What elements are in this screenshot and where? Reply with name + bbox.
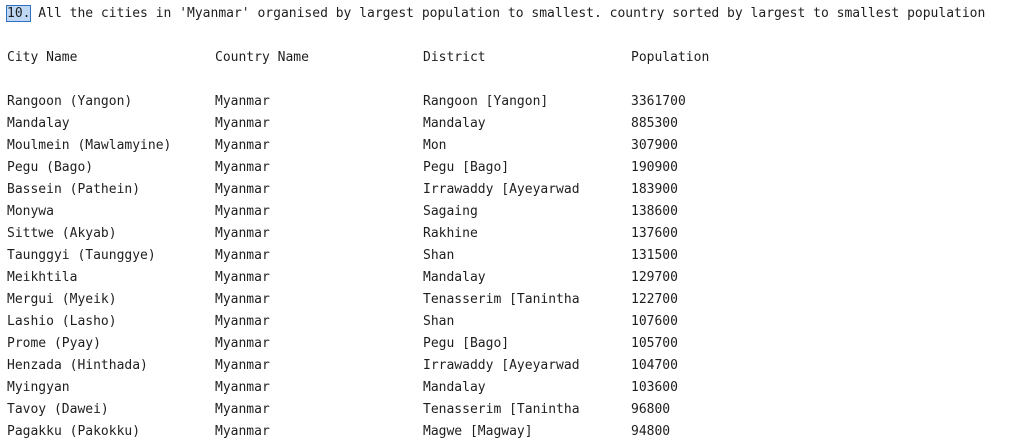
country-name-cell: Myanmar bbox=[215, 160, 270, 175]
district-cell: Shan bbox=[423, 248, 455, 263]
table-row: Pagakku (Pakokku) Myanmar Magwe [Magway] 94… bbox=[7, 421, 1012, 443]
population-cell: 104700 bbox=[631, 358, 678, 373]
population-cell: 307900 bbox=[631, 138, 678, 153]
country-name-cell: Myanmar bbox=[215, 182, 270, 197]
country-name-cell: Myanmar bbox=[215, 380, 270, 395]
city-name-cell: Pagakku (Pakokku) bbox=[7, 424, 141, 439]
city-name-cell: Henzada (Hinthada) bbox=[7, 358, 148, 373]
district-cell: Tenasserim [Tanintha bbox=[423, 292, 580, 307]
district-cell: Irrawaddy [Ayeyarwad bbox=[423, 358, 580, 373]
query-description: All the cities in 'Myanmar' organised by… bbox=[30, 6, 986, 21]
country-name-cell: Myanmar bbox=[215, 292, 270, 307]
country-name-cell: Myanmar bbox=[215, 226, 270, 241]
city-name-cell: Monywa bbox=[7, 204, 54, 219]
city-name-cell: Lashio (Lasho) bbox=[7, 314, 117, 329]
country-name-cell: Myanmar bbox=[215, 402, 270, 417]
table-row: Monywa Myanmar Sagaing 138600 bbox=[7, 201, 1012, 223]
district-cell: Rakhine bbox=[423, 226, 478, 241]
table-row: Pegu (Bago) Myanmar Pegu [Bago] 190900 bbox=[7, 157, 1012, 179]
population-cell: 103600 bbox=[631, 380, 678, 395]
table-row: Bassein (Pathein) Myanmar Irrawaddy [Ayeya… bbox=[7, 179, 1012, 201]
population-cell: 137600 bbox=[631, 226, 678, 241]
population-cell: 94800 bbox=[631, 424, 671, 439]
district-cell: Pegu [Bago] bbox=[423, 160, 510, 175]
country-name-cell: Myanmar bbox=[215, 204, 270, 219]
table-row: Mandalay Myanmar Mandalay 885300 bbox=[7, 113, 1012, 135]
column-header-district: District bbox=[423, 50, 486, 65]
query-number-selection[interactable]: 10. bbox=[5, 5, 32, 22]
city-name-cell: Rangoon (Yangon) bbox=[7, 94, 133, 109]
population-cell: 885300 bbox=[631, 116, 678, 131]
blank-line bbox=[7, 25, 1012, 47]
population-cell: 129700 bbox=[631, 270, 678, 285]
table-row: Prome (Pyay) Myanmar Pegu [Bago] 105700 bbox=[7, 333, 1012, 355]
population-cell: 183900 bbox=[631, 182, 678, 197]
city-name-cell: Pegu (Bago) bbox=[7, 160, 94, 175]
country-name-cell: Myanmar bbox=[215, 314, 270, 329]
district-cell: Mandalay bbox=[423, 380, 486, 395]
city-name-cell: Mergui (Myeik) bbox=[7, 292, 117, 307]
country-name-cell: Myanmar bbox=[215, 248, 270, 263]
city-name-cell: Meikhtila bbox=[7, 270, 78, 285]
city-name-cell: Prome (Pyay) bbox=[7, 336, 101, 351]
population-cell: 138600 bbox=[631, 204, 678, 219]
console-output: 10. All the cities in 'Myanmar' organise… bbox=[5, 3, 1012, 443]
table-row: Meikhtila Myanmar Mandalay 129700 bbox=[7, 267, 1012, 289]
table-row: Mergui (Myeik) Myanmar Tenasserim [Taninth… bbox=[7, 289, 1012, 311]
country-name-cell: Myanmar bbox=[215, 358, 270, 373]
country-name-cell: Myanmar bbox=[215, 424, 270, 439]
city-name-cell: Tavoy (Dawei) bbox=[7, 402, 109, 417]
city-name-cell: Taunggyi (Taunggye) bbox=[7, 248, 156, 263]
table-row: Rangoon (Yangon) Myanmar Rangoon [Yangon] 3… bbox=[7, 91, 1012, 113]
column-header-population: Population bbox=[631, 50, 710, 65]
city-name-cell: Mandalay bbox=[7, 116, 70, 131]
table-body: Rangoon (Yangon) Myanmar Rangoon [Yangon] 3… bbox=[7, 91, 1012, 443]
table-row: Tavoy (Dawei) Myanmar Tenasserim [Tanintha… bbox=[7, 399, 1012, 421]
district-cell: Pegu [Bago] bbox=[423, 336, 510, 351]
country-name-cell: Myanmar bbox=[215, 270, 270, 285]
district-cell: Mandalay bbox=[423, 116, 486, 131]
column-header-city-name: City Name bbox=[7, 50, 78, 65]
population-cell: 190900 bbox=[631, 160, 678, 175]
table-header: City Name Country Name District Populati… bbox=[7, 47, 1012, 69]
city-name-cell: Myingyan bbox=[7, 380, 70, 395]
district-cell: Irrawaddy [Ayeyarwad bbox=[423, 182, 580, 197]
table-row: Taunggyi (Taunggye) Myanmar Shan 131500 bbox=[7, 245, 1012, 267]
query-heading: 10. All the cities in 'Myanmar' organise… bbox=[5, 3, 1012, 25]
table-row: Moulmein (Mawlamyine) Myanmar Mon 307900 bbox=[7, 135, 1012, 157]
country-name-cell: Myanmar bbox=[215, 138, 270, 153]
blank-line bbox=[7, 69, 1012, 91]
population-cell: 122700 bbox=[631, 292, 678, 307]
table-row: Henzada (Hinthada) Myanmar Irrawaddy [Ayey… bbox=[7, 355, 1012, 377]
district-cell: Shan bbox=[423, 314, 455, 329]
city-name-cell: Sittwe (Akyab) bbox=[7, 226, 117, 241]
city-name-cell: Bassein (Pathein) bbox=[7, 182, 141, 197]
population-cell: 96800 bbox=[631, 402, 671, 417]
column-header-country-name: Country Name bbox=[215, 50, 309, 65]
table-row: Myingyan Myanmar Mandalay 103600 bbox=[7, 377, 1012, 399]
country-name-cell: Myanmar bbox=[215, 94, 270, 109]
country-name-cell: Myanmar bbox=[215, 336, 270, 351]
district-cell: Magwe [Magway] bbox=[423, 424, 533, 439]
population-cell: 107600 bbox=[631, 314, 678, 329]
table-row: Lashio (Lasho) Myanmar Shan 107600 bbox=[7, 311, 1012, 333]
population-cell: 3361700 bbox=[631, 94, 686, 109]
district-cell: Tenasserim [Tanintha bbox=[423, 402, 580, 417]
population-cell: 105700 bbox=[631, 336, 678, 351]
district-cell: Sagaing bbox=[423, 204, 478, 219]
district-cell: Mon bbox=[423, 138, 447, 153]
population-cell: 131500 bbox=[631, 248, 678, 263]
district-cell: Mandalay bbox=[423, 270, 486, 285]
table-row: Sittwe (Akyab) Myanmar Rakhine 137600 bbox=[7, 223, 1012, 245]
district-cell: Rangoon [Yangon] bbox=[423, 94, 549, 109]
city-name-cell: Moulmein (Mawlamyine) bbox=[7, 138, 172, 153]
country-name-cell: Myanmar bbox=[215, 116, 270, 131]
